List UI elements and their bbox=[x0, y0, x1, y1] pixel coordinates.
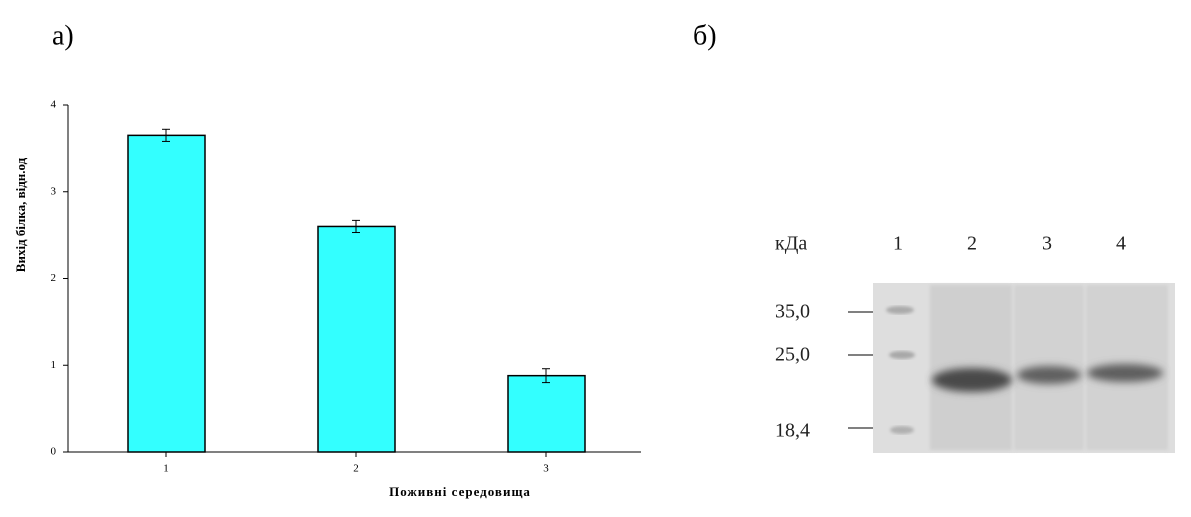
gel-band bbox=[890, 426, 914, 434]
gel-unit: кДа bbox=[775, 233, 807, 255]
y-axis-label: Вихід білка, відн.од bbox=[13, 157, 28, 272]
bar bbox=[508, 376, 585, 452]
gel bbox=[873, 283, 1175, 453]
lane-label: 3 bbox=[1042, 233, 1052, 255]
x-tick-label: 1 bbox=[163, 463, 169, 475]
bar bbox=[128, 135, 205, 452]
y-tick-label: 3 bbox=[51, 185, 57, 197]
marker-label: 35,0 bbox=[775, 301, 810, 323]
panel-label: а) bbox=[52, 20, 74, 51]
y-tick-label: 4 bbox=[51, 99, 57, 111]
lane-label: 4 bbox=[1116, 233, 1126, 255]
gel-band bbox=[889, 351, 915, 359]
bar bbox=[318, 226, 395, 452]
x-axis-label: Поживні середовища bbox=[389, 484, 531, 499]
x-tick-label: 3 bbox=[543, 463, 549, 475]
y-tick-label: 2 bbox=[51, 272, 57, 284]
marker-label: 18,4 bbox=[775, 420, 810, 442]
gel-band bbox=[886, 306, 914, 314]
figure: а) б) Вихід білка, відн.од Поживні серед… bbox=[0, 0, 1191, 512]
panel-label: б) bbox=[693, 20, 717, 51]
lane-label: 1 bbox=[893, 233, 903, 255]
lane-label: 2 bbox=[967, 233, 977, 255]
page: {"chart_data": {"type": "bar", "panel_la… bbox=[0, 0, 1191, 517]
y-tick-label: 0 bbox=[51, 446, 57, 458]
y-tick-label: 1 bbox=[51, 359, 57, 371]
gel-band bbox=[1087, 364, 1163, 382]
marker-label: 25,0 bbox=[775, 344, 810, 366]
gel-lane bbox=[930, 285, 1012, 450]
gel-band bbox=[1017, 366, 1081, 384]
gel-band bbox=[932, 368, 1012, 392]
x-tick-label: 2 bbox=[353, 463, 359, 475]
